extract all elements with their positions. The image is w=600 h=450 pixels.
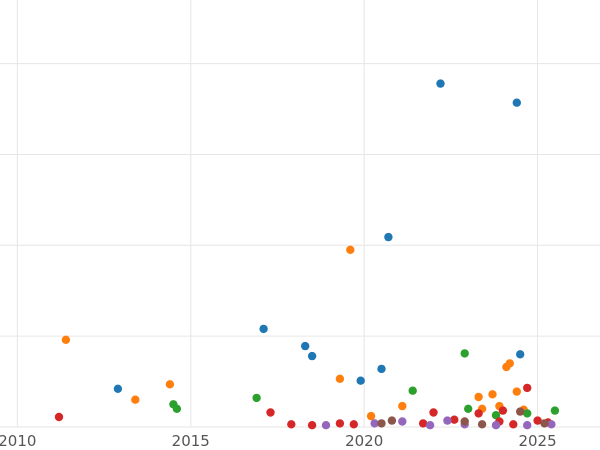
data-point-series-4 <box>533 416 542 425</box>
data-point-series-2 <box>335 374 345 383</box>
data-point-series-2 <box>474 392 483 402</box>
data-point-series-2 <box>131 395 140 404</box>
data-point-series-4 <box>450 415 459 424</box>
data-point-series-5 <box>398 417 407 426</box>
data-point-series-2 <box>366 411 376 421</box>
data-point-series-5 <box>491 421 501 430</box>
data-point-series-4 <box>418 419 428 428</box>
x-tick-label: 2025 <box>518 432 556 450</box>
x-tick-label: 2015 <box>172 432 210 450</box>
data-point-series-4 <box>509 420 518 429</box>
x-tick-label: 2010 <box>0 432 36 450</box>
data-point-series-3 <box>523 409 532 418</box>
data-point-series-6 <box>477 420 487 429</box>
data-point-series-4 <box>54 412 64 422</box>
data-point-series-1 <box>356 376 365 385</box>
data-point-series-4 <box>429 408 438 417</box>
data-point-series-4 <box>523 383 532 393</box>
data-point-series-4 <box>474 409 483 418</box>
data-point-series-5 <box>321 421 331 430</box>
data-point-series-4 <box>266 408 275 417</box>
data-point-series-3 <box>491 411 501 420</box>
data-point-series-2 <box>488 390 497 399</box>
data-point-series-1 <box>307 351 317 361</box>
data-point-series-5 <box>547 420 556 429</box>
data-point-series-6 <box>460 417 469 426</box>
data-point-series-6 <box>516 407 525 416</box>
gridlines <box>0 0 600 428</box>
data-point-series-5 <box>370 419 379 428</box>
data-point-series-2 <box>61 335 71 344</box>
data-point-series-5 <box>443 416 452 425</box>
data-point-series-4 <box>349 420 358 429</box>
data-point-series-1 <box>516 350 525 359</box>
x-axis-tick-labels: 2010 2015 2020 2025 <box>0 432 557 450</box>
data-point-series-1 <box>377 364 386 374</box>
data-point-series-2 <box>165 380 175 389</box>
data-point-series-3 <box>252 393 261 403</box>
data-point-series-3 <box>464 404 473 413</box>
data-point-series-3 <box>172 404 182 413</box>
data-point-series-1 <box>259 324 268 334</box>
data-point-series-2 <box>505 359 514 368</box>
x-tick-label: 2020 <box>345 432 383 450</box>
data-point-series-1 <box>512 98 521 107</box>
data-points <box>54 79 560 430</box>
data-point-series-4 <box>287 420 296 429</box>
data-point-series-2 <box>512 387 521 396</box>
data-point-series-2 <box>346 245 355 254</box>
data-point-series-4 <box>335 419 345 428</box>
data-point-series-2 <box>398 401 407 411</box>
data-point-series-1 <box>436 79 445 88</box>
data-point-series-3 <box>460 349 469 358</box>
data-point-series-6 <box>540 419 549 428</box>
data-point-series-6 <box>377 419 386 428</box>
data-point-series-4 <box>307 421 317 430</box>
data-point-series-5 <box>523 421 532 430</box>
data-point-series-3 <box>408 386 417 395</box>
data-point-series-4 <box>498 406 508 415</box>
data-point-series-3 <box>550 406 560 415</box>
data-point-series-6 <box>387 416 397 425</box>
data-point-series-5 <box>425 421 435 430</box>
data-point-series-1 <box>384 232 393 242</box>
data-point-series-1 <box>113 384 123 393</box>
data-point-series-1 <box>301 341 310 351</box>
